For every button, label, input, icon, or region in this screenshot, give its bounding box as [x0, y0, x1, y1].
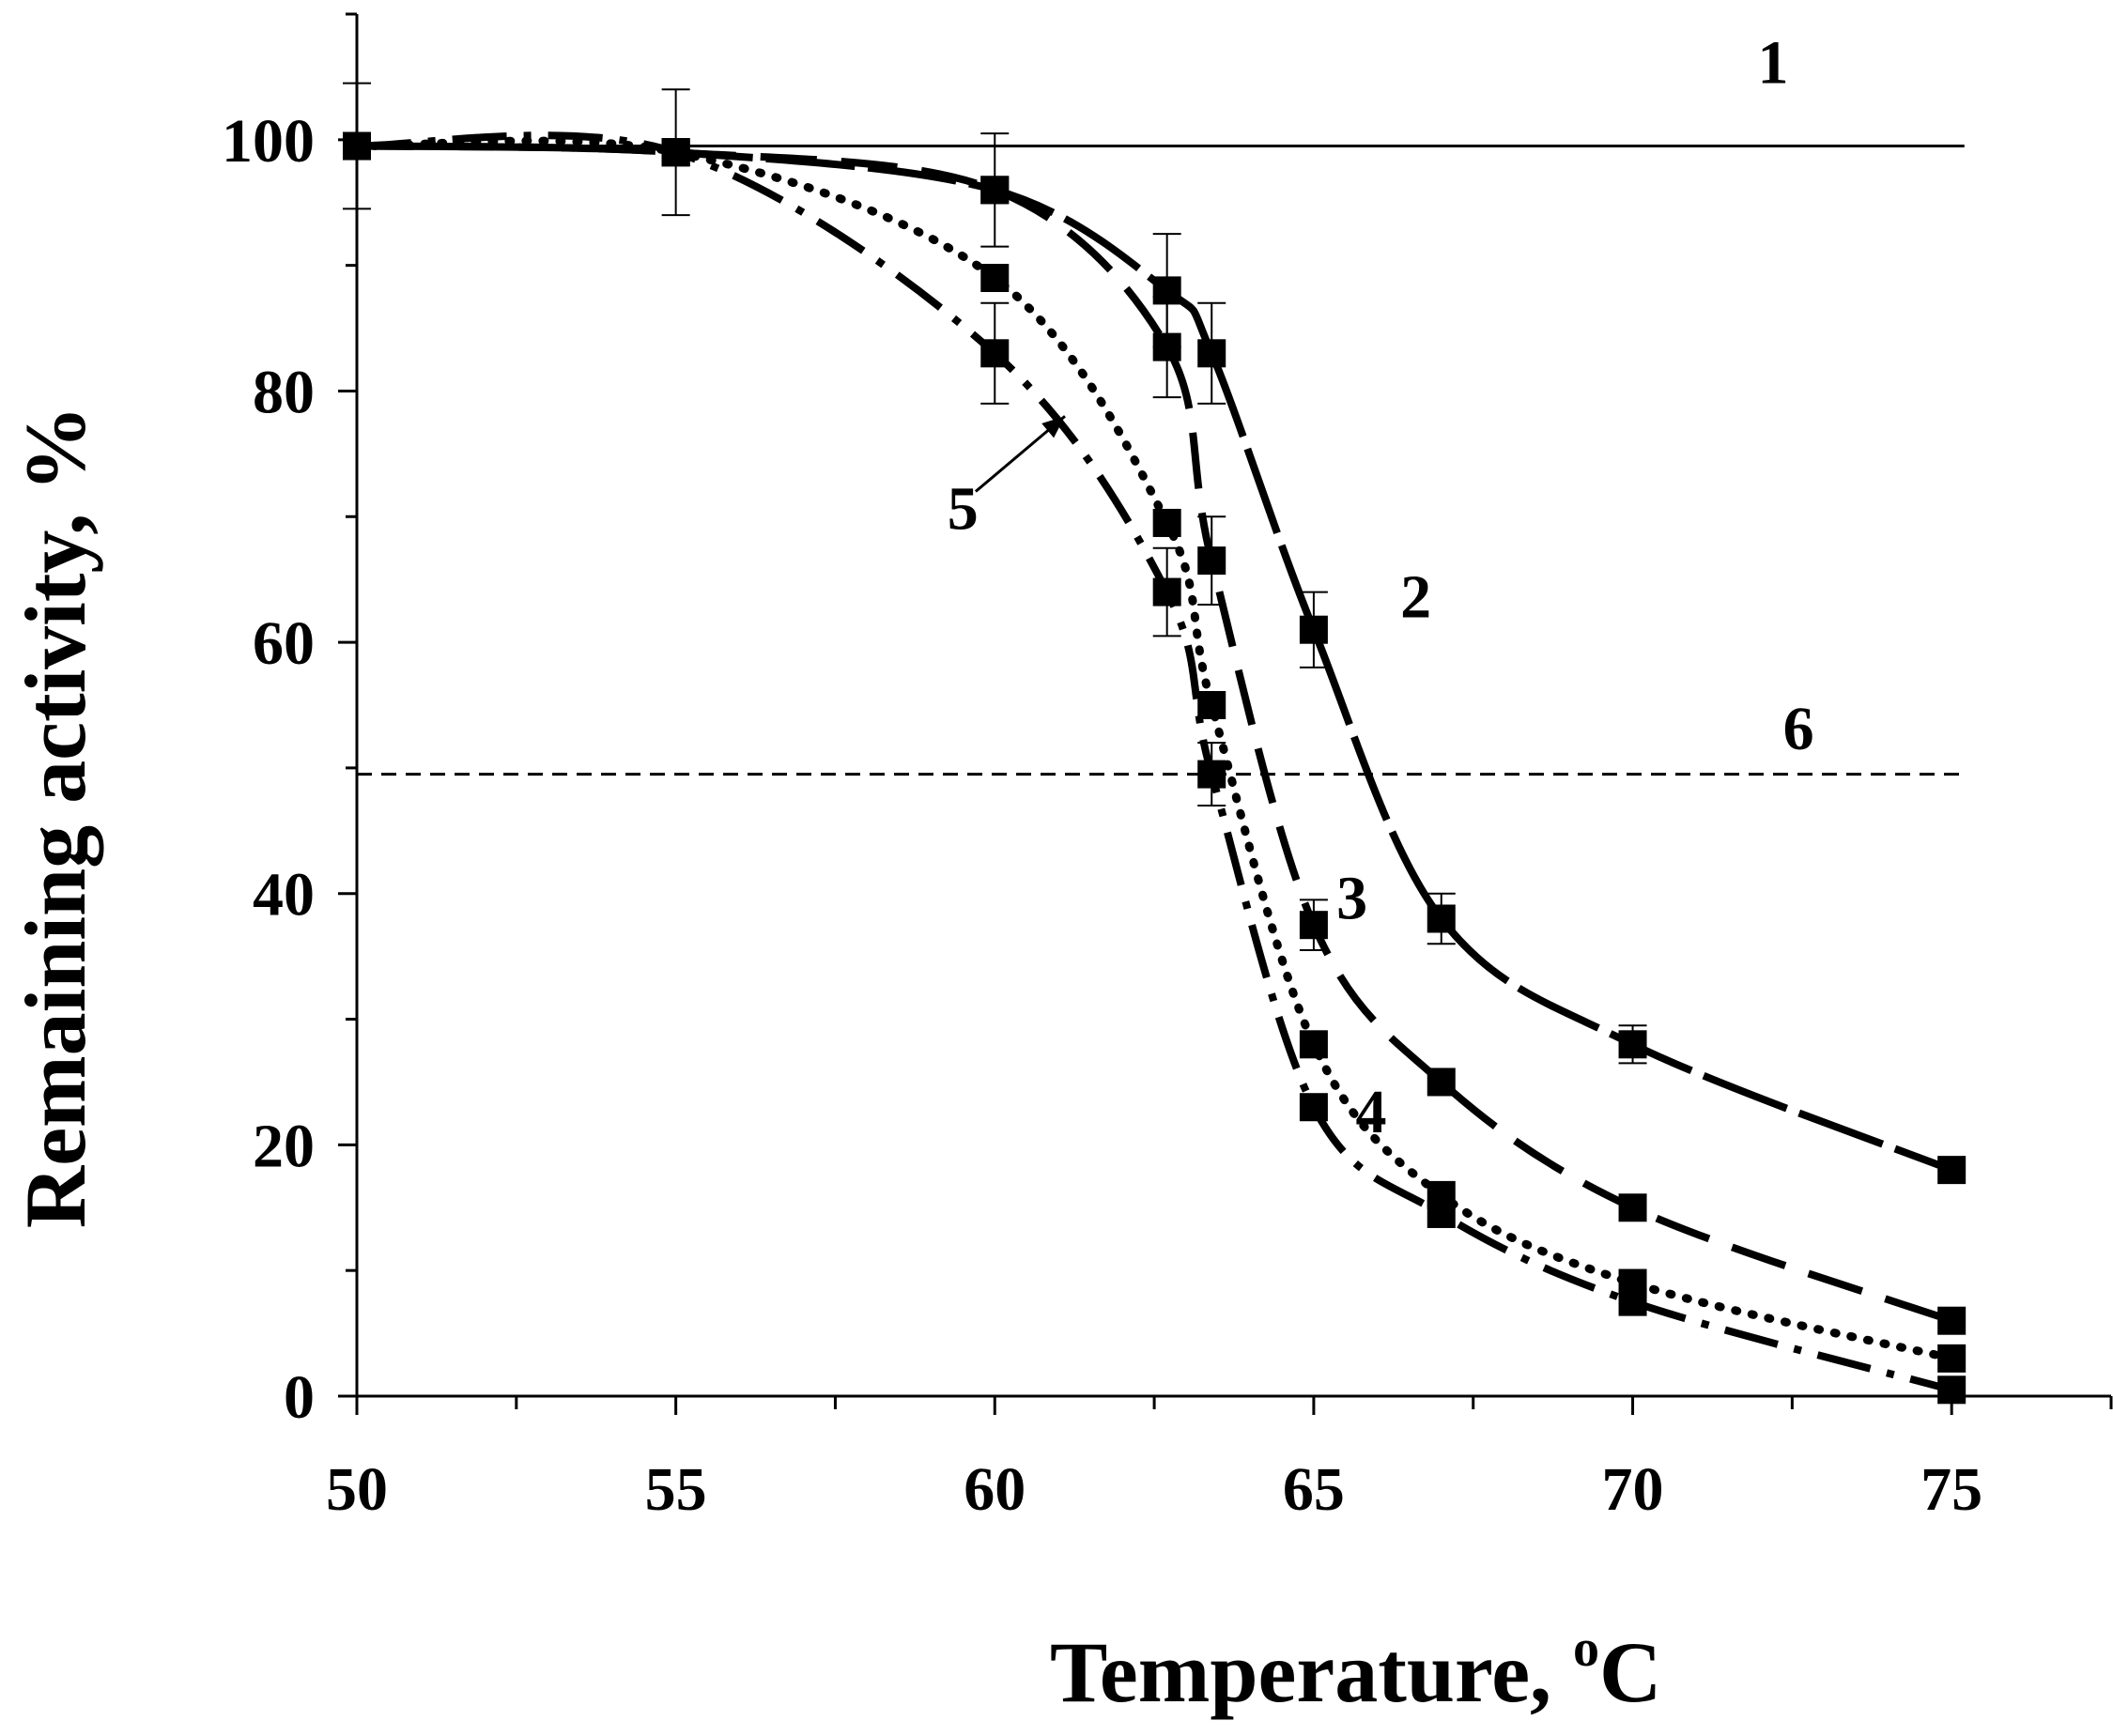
- curve-label-4: 4: [1356, 1078, 1387, 1146]
- marker-series-5: [980, 339, 1010, 368]
- marker-series-2: [1618, 1030, 1647, 1059]
- marker-series-2: [1197, 339, 1226, 368]
- curve-label-5: 5: [948, 475, 979, 544]
- series-line-2: [356, 142, 1953, 1174]
- marker-series-4: [1937, 1344, 1966, 1373]
- curve-label-3: 3: [1336, 864, 1367, 932]
- marker-series-2: [1299, 615, 1328, 644]
- x-tick-label: 75: [1920, 1455, 1982, 1524]
- x-tick-label: 65: [1283, 1455, 1345, 1524]
- y-tick-label: 40: [253, 861, 315, 929]
- x-tick-label: 50: [326, 1455, 388, 1524]
- marker-series-3: [980, 176, 1010, 205]
- y-tick-label: 60: [253, 609, 315, 678]
- series-lines: [352, 131, 1965, 1394]
- x-tick-label: 55: [645, 1455, 707, 1524]
- curve-label-2: 2: [1400, 562, 1431, 631]
- marker-series-2: [1427, 904, 1456, 933]
- annotation-arrow-head: [1041, 416, 1065, 438]
- data-markers: [343, 131, 1966, 1405]
- marker-series-3: [1427, 1068, 1456, 1097]
- marker-series-2: [1152, 276, 1181, 305]
- y-tick-label: 100: [222, 107, 315, 176]
- marker-series-2: [1937, 1156, 1966, 1185]
- curve-label-6: 6: [1783, 695, 1814, 763]
- curve-label-1: 1: [1757, 29, 1788, 98]
- curve-labels: 1 2 3 4 5 6: [948, 29, 1814, 1146]
- marker-series-3: [1299, 911, 1328, 940]
- marker-series-5: [1299, 1093, 1328, 1122]
- marker-series-5: [1427, 1199, 1456, 1228]
- marker-series-5: [1152, 577, 1181, 607]
- marker-series-3: [1197, 546, 1226, 576]
- marker-series-4: [980, 264, 1010, 293]
- y-tick-label: 0: [284, 1363, 315, 1432]
- series-line-3: [356, 142, 1953, 1325]
- marker-series-3: [1152, 332, 1181, 361]
- marker-series-3: [1937, 1306, 1966, 1335]
- y-tick-label: 20: [253, 1112, 315, 1180]
- marker-series-5: [1197, 760, 1226, 789]
- marker-series-5: [1618, 1287, 1647, 1316]
- y-axis-title: Remaining activity, %: [8, 406, 103, 1229]
- series-line-5: [356, 131, 1953, 1394]
- marker-series-5: [661, 138, 690, 167]
- x-axis-title: Temperature, oC: [1050, 1620, 1661, 1720]
- marker-series-3: [1618, 1193, 1647, 1222]
- y-tick-label: 80: [253, 358, 315, 426]
- marker-series-4: [1152, 508, 1181, 537]
- marker-series-4: [1197, 691, 1226, 719]
- x-tick-label: 70: [1602, 1455, 1664, 1524]
- x-tick-label: 60: [964, 1455, 1026, 1524]
- marker-series-4: [1299, 1030, 1328, 1059]
- axes: [355, 14, 2111, 1398]
